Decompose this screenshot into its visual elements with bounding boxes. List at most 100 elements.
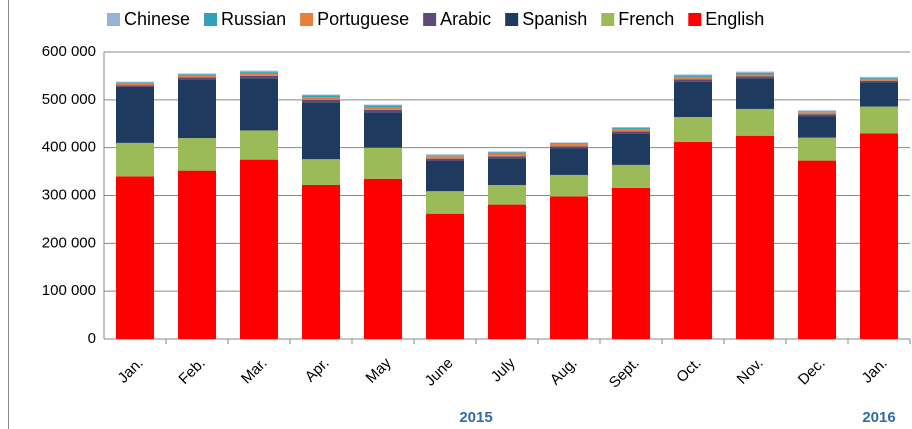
bar-segment <box>116 86 154 143</box>
bar-segment <box>674 74 712 76</box>
bar-segment <box>736 108 774 136</box>
bar-segment <box>116 176 154 339</box>
bar-segment <box>364 104 402 106</box>
legend-label: Chinese <box>124 9 190 29</box>
legend-label: Arabic <box>440 9 491 29</box>
bar-segment <box>612 128 650 130</box>
bar-segment <box>612 131 650 134</box>
bar-segment <box>612 129 650 132</box>
bar-segment <box>364 112 402 148</box>
bar-segment <box>240 78 278 131</box>
bar-segment <box>426 213 464 339</box>
bar-segment <box>674 141 712 339</box>
legend-swatch <box>300 13 314 26</box>
bar-segment <box>116 81 154 83</box>
bar-segment <box>178 73 216 75</box>
legend-swatch <box>423 13 437 26</box>
bar-segment <box>550 174 588 197</box>
bar-segment <box>178 170 216 339</box>
bar-segment <box>426 191 464 214</box>
bar-segment <box>426 155 464 157</box>
bar-segment <box>488 152 526 154</box>
bar-segment <box>550 143 588 147</box>
bar-segment <box>674 117 712 142</box>
legend-label: French <box>618 9 674 29</box>
bar-segment <box>178 77 216 80</box>
legend-swatch <box>688 13 702 26</box>
x-tick-label: Feb. <box>175 355 208 388</box>
bar-segment <box>860 133 898 339</box>
x-tick-label: July <box>488 354 519 385</box>
x-tick-label: Sept. <box>606 355 643 392</box>
bar-segment <box>240 130 278 160</box>
bar-segment <box>116 83 154 86</box>
bar-segment <box>860 78 898 81</box>
bar-segment <box>798 160 836 339</box>
x-tick-label: Nov. <box>734 355 767 388</box>
bar-segment <box>612 187 650 339</box>
x-tick-label: Jan. <box>859 355 891 387</box>
bar-segment <box>178 138 216 171</box>
bar-segment <box>860 76 898 78</box>
bar-segment <box>488 153 526 157</box>
bar-segment <box>488 184 526 205</box>
bar-segment <box>860 106 898 134</box>
legend-swatch <box>505 13 519 26</box>
x-tick-label: May <box>363 354 395 386</box>
bar-segment <box>550 142 588 144</box>
bar-segment <box>364 105 402 108</box>
bar-segment <box>736 74 774 77</box>
bar-segment <box>178 75 216 78</box>
bar-segment <box>736 71 774 74</box>
bar-segment <box>488 156 526 159</box>
bar-segment <box>674 79 712 82</box>
bar-segment <box>240 73 278 76</box>
bar-segment <box>302 94 340 96</box>
bar-segment <box>302 99 340 103</box>
legend-label: Spanish <box>522 9 587 29</box>
x-tick-label: Dec. <box>795 355 829 389</box>
bar-segment <box>302 184 340 339</box>
bar-segment <box>798 110 836 112</box>
bar-segment <box>488 204 526 339</box>
x-tick-label: Oct. <box>673 355 704 386</box>
bar-segment <box>240 72 278 74</box>
bar-segment <box>736 76 774 79</box>
legend-label: Portuguese <box>317 9 409 29</box>
x-tick-label: June <box>422 355 457 390</box>
bar-segment <box>860 80 898 83</box>
bar-segment <box>674 76 712 80</box>
bar-segment <box>364 178 402 339</box>
y-tick-label: 200 000 <box>42 234 96 251</box>
bar-segment <box>674 75 712 77</box>
legend-swatch <box>601 13 615 26</box>
legend-swatch <box>204 13 218 26</box>
legend-swatch <box>107 13 120 26</box>
bar-segment <box>116 85 154 87</box>
bar-segment <box>612 164 650 188</box>
y-tick-label: 400 000 <box>42 139 96 156</box>
bar-segment <box>364 147 402 179</box>
bar-segment <box>240 159 278 339</box>
bar-segment <box>860 82 898 107</box>
bar-segment <box>612 127 650 129</box>
bar-segment <box>116 142 154 177</box>
bar-segment <box>736 135 774 339</box>
bar-segment <box>178 79 216 139</box>
bar-segment <box>426 158 464 161</box>
y-tick-label: 300 000 <box>42 186 96 203</box>
bar-segment <box>426 160 464 192</box>
bar-segment <box>302 102 340 160</box>
bar-segment <box>116 82 154 84</box>
bar-segment <box>240 75 278 79</box>
bar-segment <box>364 107 402 110</box>
bar-segment <box>488 151 526 153</box>
group-label: 2015 <box>459 409 492 426</box>
bar-segment <box>798 116 836 138</box>
bar-segment <box>364 109 402 113</box>
bar-segment <box>550 146 588 149</box>
y-tick-label: 500 000 <box>42 91 96 108</box>
bar-segment <box>550 196 588 339</box>
bar-segment <box>302 95 340 97</box>
